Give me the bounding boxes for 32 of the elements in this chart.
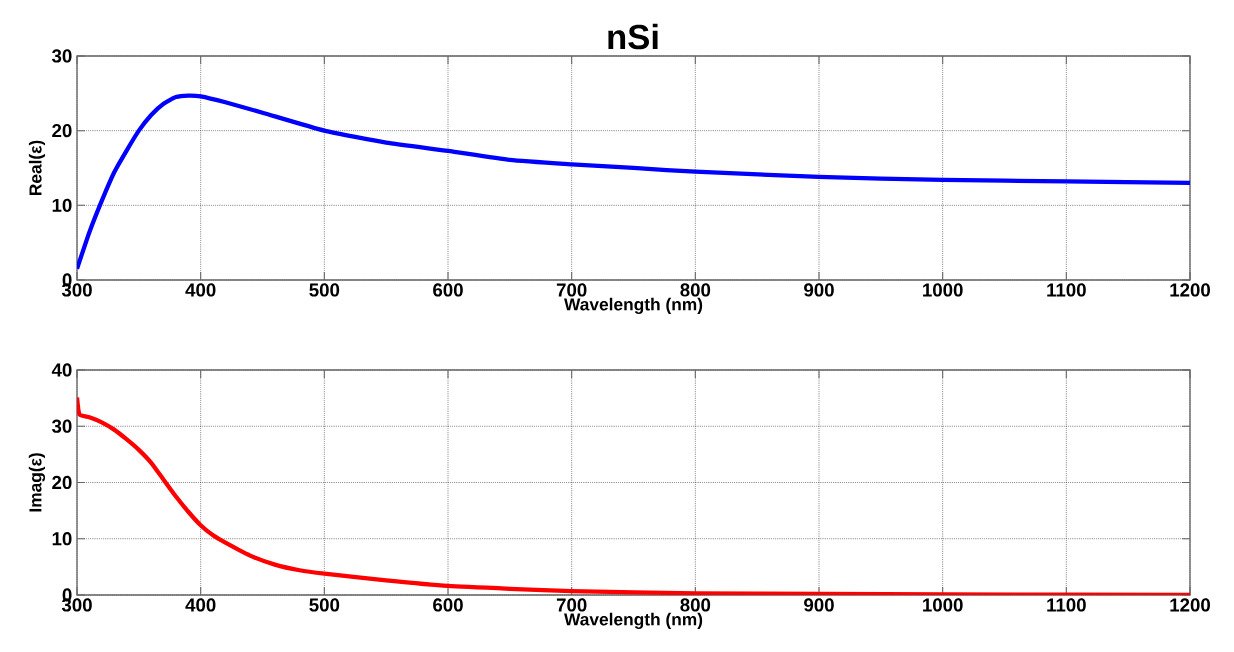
x-axis-title: Wavelength (nm)	[564, 612, 703, 630]
x-tick-label: 600	[433, 598, 463, 612]
y-tick-label: 10	[52, 198, 72, 212]
x-tick-label: 900	[804, 283, 834, 297]
x-tick-label: 1000	[923, 283, 963, 297]
x-tick-label: 1200	[1170, 598, 1210, 612]
line-series	[77, 395, 1190, 595]
x-tick-label: 900	[804, 598, 834, 612]
x-tick-label: 500	[309, 283, 340, 297]
x-tick-label: 1200	[1170, 283, 1210, 297]
chart-title: nSi	[608, 23, 658, 50]
x-tick-label: 500	[309, 598, 340, 612]
x-tick-label: 800	[680, 598, 711, 612]
x-tick-label: 400	[185, 598, 216, 612]
y-tick-label: 30	[51, 419, 72, 433]
x-tick-label: 700	[556, 283, 587, 297]
x-tick-label: 400	[185, 283, 216, 297]
x-tick-label: 1100	[1047, 598, 1086, 612]
y-axis-title: Imag(ε)	[28, 453, 46, 512]
x-axis-title: Wavelength (nm)	[564, 297, 703, 315]
x-tick-label: 700	[556, 598, 587, 612]
y-tick-label: 40	[51, 363, 72, 377]
x-tick-label: 1100	[1047, 283, 1086, 297]
y-tick-label: 30	[51, 49, 72, 63]
y-tick-label: 10	[52, 532, 72, 546]
y-tick-label: 20	[52, 475, 72, 490]
x-tick-label: 800	[680, 283, 711, 297]
y-axis-title: Real(ε)	[28, 140, 46, 196]
y-tick-label: 20	[52, 124, 72, 138]
x-tick-label: 1000	[923, 598, 963, 612]
line-series	[77, 93, 1190, 271]
x-tick-label: 600	[433, 283, 463, 297]
